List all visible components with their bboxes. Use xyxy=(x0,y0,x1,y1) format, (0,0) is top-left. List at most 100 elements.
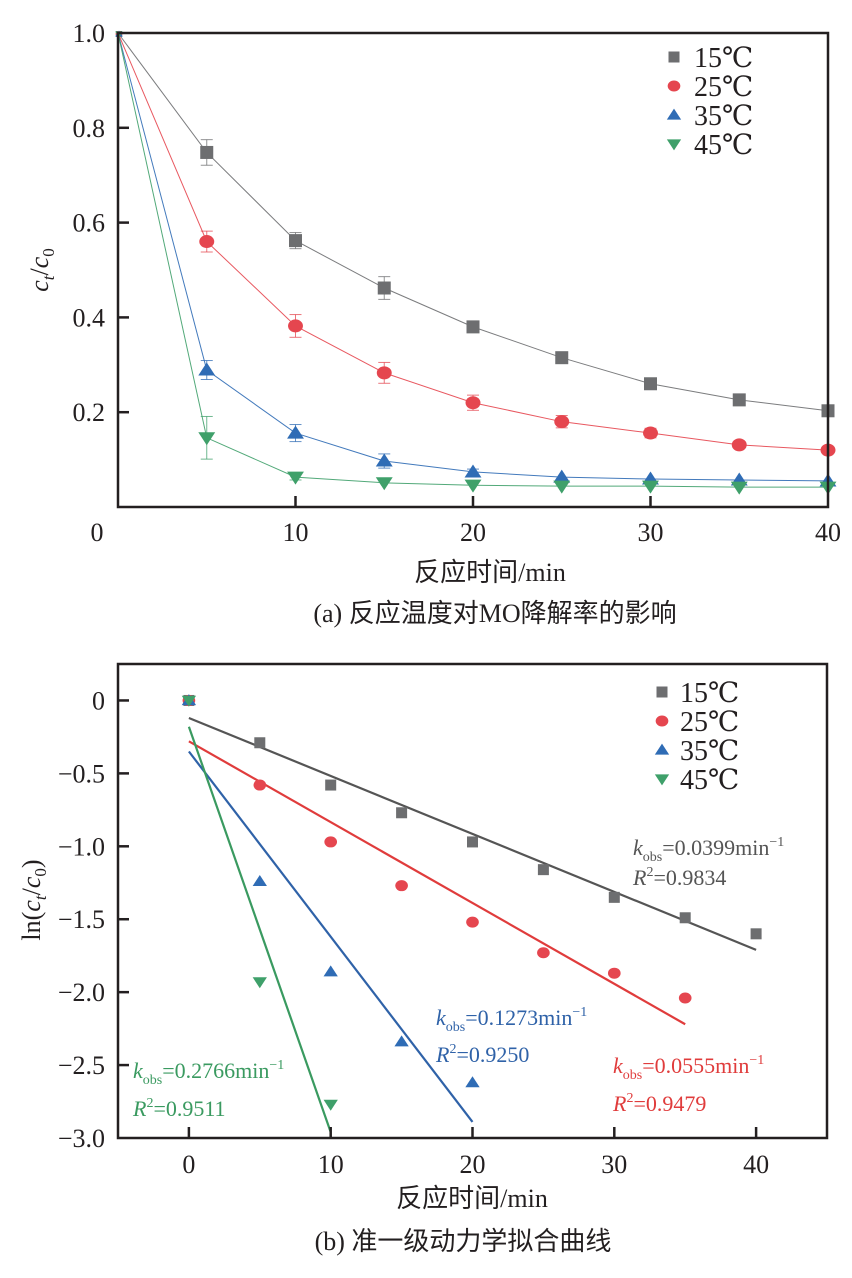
x-tick-label: 10 xyxy=(318,1150,344,1179)
data-point xyxy=(377,281,391,295)
legend-item: 15℃ xyxy=(656,678,739,709)
data-point xyxy=(679,912,691,924)
data-point xyxy=(464,479,482,493)
data-point xyxy=(750,928,762,940)
k-subscript: obs xyxy=(623,1068,642,1083)
data-point xyxy=(731,438,747,452)
data-point xyxy=(644,377,657,391)
data-point xyxy=(375,453,393,467)
legend-marker xyxy=(654,743,670,755)
legend-label: 35℃ xyxy=(680,736,739,767)
legend-label: 25℃ xyxy=(694,72,753,103)
y-tick-label: −3.0 xyxy=(58,1124,105,1153)
data-point xyxy=(395,880,408,892)
fit-line xyxy=(188,750,474,1123)
series-15c xyxy=(188,716,757,951)
data-point xyxy=(394,1035,409,1047)
panel-b-legend: 15℃25℃35℃45℃ xyxy=(654,678,739,796)
panel-b-plot-area xyxy=(181,694,762,1133)
y-tick-label: 0.4 xyxy=(73,303,106,332)
legend-label: 45℃ xyxy=(680,765,739,796)
data-point xyxy=(198,432,216,446)
r2-label: R2=0.9250 xyxy=(435,1042,529,1067)
data-point xyxy=(181,695,197,707)
series-35c xyxy=(188,750,474,1123)
data-point xyxy=(553,480,571,494)
data-point xyxy=(464,464,482,478)
panel-b-caption: (b) 准一级动力学拟合曲线 xyxy=(315,1227,612,1256)
y-tick-label: −1.0 xyxy=(58,832,105,861)
data-point xyxy=(642,480,659,494)
data-point xyxy=(553,469,571,483)
data-point xyxy=(325,779,337,791)
x-tick-label: 0 xyxy=(91,518,104,547)
data-point xyxy=(376,366,392,380)
fit-annotation-45c: kobs=0.2766min−1 R2=0.9511 xyxy=(132,1058,284,1121)
data-point xyxy=(252,874,267,886)
r-symbol: R xyxy=(435,1042,450,1067)
data-point xyxy=(678,992,692,1004)
x-tick-label: 0 xyxy=(182,1150,195,1179)
panel-b-annotations: kobs=0.0399min−1R2=0.9834 kobs=0.0555min−… xyxy=(132,835,784,1121)
x-tick-label: 20 xyxy=(460,518,486,547)
panel-b-axes: 0 −0.5 −1.0 −1.5 −2.0 −2.5 −3.0 0 10 20 30 40 xyxy=(58,686,769,1179)
data-point xyxy=(289,234,302,248)
r-superscript: 2 xyxy=(626,1091,633,1106)
data-point xyxy=(323,965,338,977)
kobs-label: kobs=0.2766min−1 xyxy=(133,1058,284,1088)
x-tick-label: 40 xyxy=(815,518,841,547)
data-point xyxy=(730,481,748,495)
r-symbol: R xyxy=(132,1096,147,1121)
fit-annotation-35c: kobs=0.1273min−1 R2=0.9250 xyxy=(435,1005,587,1067)
y-tick-label: −2.0 xyxy=(58,978,105,1007)
r-superscript: 2 xyxy=(646,865,653,880)
data-point xyxy=(396,807,408,819)
data-point xyxy=(555,351,569,365)
panel-a-degradation-chart: 0.2 0.4 0.6 0.8 1.0 0 10 20 30 40 15℃25℃35℃45℃ ct… xyxy=(25,19,841,628)
panel-a-caption: (a) 反应温度对MO降解率的影响 xyxy=(313,599,676,628)
data-point xyxy=(466,916,479,928)
kobs-label: kobs=0.1273min−1 xyxy=(436,1005,587,1035)
points-35c xyxy=(181,694,480,1088)
panel-a-axes: 0.2 0.4 0.6 0.8 1.0 0 10 20 30 40 xyxy=(73,19,842,547)
r2-value: =0.9250 xyxy=(456,1042,529,1067)
y-tick-label: 1.0 xyxy=(73,19,106,48)
legend-item: 15℃ xyxy=(668,43,753,74)
data-point xyxy=(287,425,304,439)
y-tick-label: 0.6 xyxy=(73,209,106,238)
r2-label: R2=0.9834 xyxy=(632,865,726,890)
legend-item: 25℃ xyxy=(667,72,753,103)
r-superscript: 2 xyxy=(449,1042,456,1057)
x-tick-label: 20 xyxy=(460,1150,486,1179)
kobs-label: kobs=0.0399min−1 xyxy=(633,835,784,865)
series-45c xyxy=(187,726,332,1133)
y-tick-label: −1.5 xyxy=(58,905,105,934)
k-unit-superscript: −1 xyxy=(269,1058,284,1073)
points-45c xyxy=(181,695,338,1111)
legend-label: 45℃ xyxy=(694,130,753,161)
r2-label: R2=0.9479 xyxy=(612,1091,706,1116)
legend-marker xyxy=(668,51,680,63)
data-point xyxy=(732,393,746,407)
fit-annotation-25c: kobs=0.0555min−1 R2=0.9479 xyxy=(612,1053,764,1116)
data-point xyxy=(643,426,658,440)
data-point xyxy=(608,891,620,903)
k-symbol: k xyxy=(613,1053,624,1078)
x-tick-label: 10 xyxy=(283,518,309,547)
legend-item: 25℃ xyxy=(655,707,739,738)
panel-a-legend: 15℃25℃35℃45℃ xyxy=(666,43,753,161)
data-point xyxy=(465,396,481,410)
r2-value: =0.9511 xyxy=(153,1096,225,1121)
r-symbol: R xyxy=(632,865,647,890)
legend-label: 25℃ xyxy=(680,707,739,738)
fit-annotation-15c: kobs=0.0399min−1R2=0.9834 xyxy=(632,835,784,890)
r-symbol: R xyxy=(612,1091,627,1116)
data-point xyxy=(252,977,267,989)
k-symbol: k xyxy=(436,1005,447,1030)
legend-marker xyxy=(655,715,669,727)
legend-item: 35℃ xyxy=(654,736,739,767)
panel-b-xlabel: 反应时间/min xyxy=(396,1184,548,1213)
data-point xyxy=(375,477,393,491)
fit-line xyxy=(188,716,757,951)
